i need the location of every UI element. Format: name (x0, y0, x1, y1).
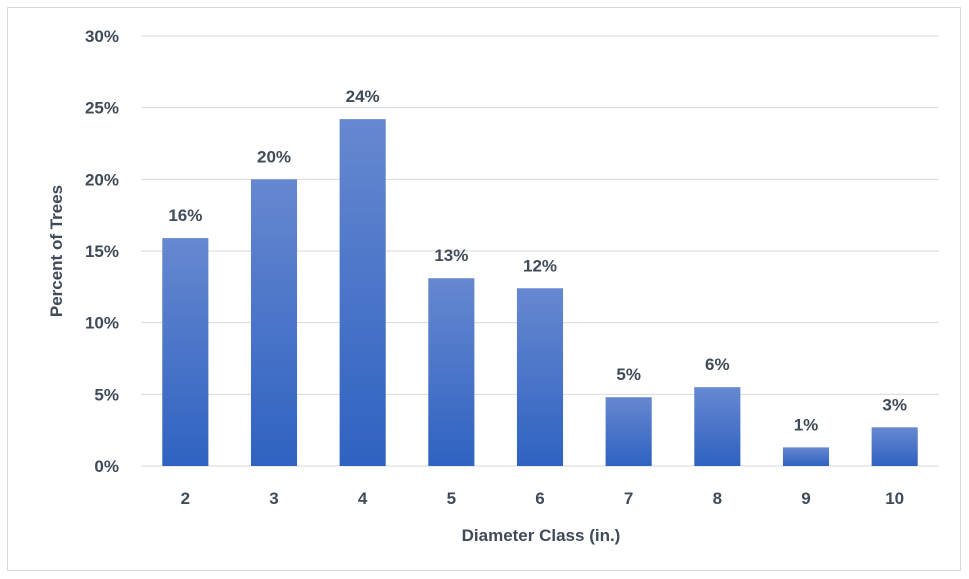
data-label-3: 20% (257, 147, 291, 166)
data-label-6: 12% (523, 256, 557, 275)
bar-6 (516, 288, 564, 466)
data-label-8: 6% (705, 355, 730, 374)
data-label-2: 16% (168, 206, 202, 225)
data-labels: 16% 20% 24% 13% 12% 5% 6% 1% 3% (168, 87, 907, 434)
x-tick-label-8: 8 (713, 489, 722, 508)
data-label-7: 5% (616, 365, 641, 384)
x-axis-title: Diameter Class (in.) (462, 526, 621, 545)
bar-4 (339, 119, 386, 466)
x-tick-label-3: 3 (269, 489, 278, 508)
x-tick-label-9: 9 (801, 489, 810, 508)
bar-7 (605, 397, 652, 466)
x-tick-label-5: 5 (447, 489, 456, 508)
y-axis-title: Percent of Trees (47, 185, 66, 317)
y-tick-label: 0% (94, 457, 119, 476)
bar-8 (694, 387, 741, 466)
bar-10 (871, 427, 918, 466)
x-tick-label-6: 6 (535, 489, 544, 508)
bar-2 (162, 238, 209, 466)
bar-9 (782, 447, 830, 466)
x-tick-label-4: 4 (358, 489, 368, 508)
x-tick-label-10: 10 (885, 489, 904, 508)
y-tick-label: 25% (85, 99, 119, 118)
bar-3 (250, 179, 298, 467)
x-tick-label-7: 7 (624, 489, 633, 508)
x-axis-tick-labels: 2 3 4 5 6 7 8 9 10 (181, 489, 905, 508)
data-label-9: 1% (794, 415, 819, 434)
y-tick-label: 10% (85, 314, 119, 333)
data-label-10: 3% (882, 395, 907, 414)
data-label-4: 24% (346, 87, 380, 106)
y-tick-label: 20% (85, 170, 119, 189)
y-tick-label: 15% (85, 242, 119, 261)
y-tick-label: 30% (85, 27, 119, 46)
y-axis-tick-labels: 0% 5% 10% 15% 20% 25% 30% (85, 27, 119, 476)
bar-5 (428, 278, 475, 466)
x-tick-label-2: 2 (181, 489, 190, 508)
data-label-5: 13% (434, 246, 468, 265)
bars (162, 119, 918, 467)
y-tick-label: 5% (94, 385, 119, 404)
